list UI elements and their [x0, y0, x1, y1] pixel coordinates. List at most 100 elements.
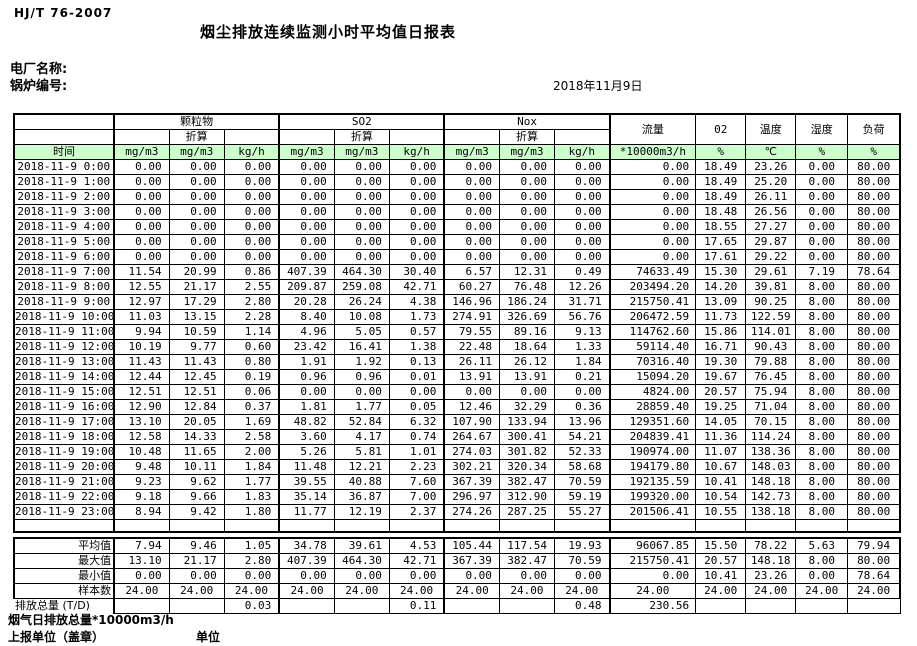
value-cell: 16.41	[333, 339, 390, 355]
value-cell: 0.49	[554, 264, 611, 280]
value-cell: 0.00	[498, 204, 556, 220]
value-cell: 19.30	[695, 354, 747, 370]
daily-total-cell	[168, 598, 225, 614]
value-cell: 10.41	[695, 474, 747, 490]
value-cell: 0.00	[223, 219, 280, 235]
value-cell: 20.99	[168, 264, 225, 280]
time-cell: 2018-11-9 23:00	[13, 504, 115, 520]
value-cell: 114.24	[745, 429, 797, 445]
value-cell: 274.91	[443, 309, 500, 325]
summary-value-cell: 34.78	[278, 537, 335, 554]
value-cell: 19.25	[695, 399, 747, 415]
value-cell: 12.45	[168, 369, 225, 385]
value-cell: 4.38	[388, 294, 445, 310]
data-row: 2018-11-9 5:00 0.00 0.00 0.00 0.00 0.00 0.00 0.…	[13, 234, 901, 250]
page-title: 烟尘排放连续监测小时平均值日报表	[200, 23, 457, 41]
data-row: 2018-11-9 0:00 0.00 0.00 0.00 0.00 0.00 0.00 0.…	[13, 159, 901, 175]
value-cell: 12.31	[498, 264, 556, 280]
value-cell: 12.46	[443, 399, 500, 415]
value-cell: 0.00	[498, 219, 556, 235]
value-cell: 0.00	[608, 204, 697, 220]
value-cell: 0.00	[168, 189, 225, 205]
value-cell: 12.84	[168, 399, 225, 415]
value-cell: 0.00	[498, 234, 556, 250]
value-cell: 21.17	[168, 279, 225, 295]
header-group-pm: 颗粒物	[113, 113, 280, 130]
value-cell: 17.65	[695, 234, 747, 250]
value-cell: 74633.49	[608, 264, 697, 280]
daily-total-cell	[847, 598, 901, 614]
value-cell: 90.43	[745, 339, 797, 355]
value-cell: 0.00	[498, 249, 556, 265]
value-cell: 13.91	[498, 369, 556, 385]
time-cell: 2018-11-9 12:00	[13, 339, 115, 355]
summary-value-cell: 24.00	[745, 583, 797, 599]
header-group-flow: 流量	[608, 113, 697, 145]
value-cell: 26.12	[498, 354, 556, 370]
daily-total-cell: 0.03	[223, 598, 280, 614]
value-cell: 0.01	[388, 369, 445, 385]
value-cell: 11.03	[113, 309, 170, 325]
value-cell: 4.96	[278, 324, 335, 340]
value-cell: 42.71	[388, 279, 445, 295]
time-cell: 2018-11-9 22:00	[13, 489, 115, 505]
value-cell: 19.67	[695, 369, 747, 385]
value-cell: 0.36	[554, 399, 611, 415]
header-empty-cell	[13, 113, 115, 130]
value-cell: 0.05	[388, 399, 445, 415]
value-cell: 0.00	[795, 174, 849, 190]
value-cell: 80.00	[847, 444, 901, 460]
value-cell: 80.00	[847, 219, 901, 235]
value-cell: 0.00	[278, 159, 335, 175]
value-cell: 0.13	[388, 354, 445, 370]
value-cell: 31.71	[554, 294, 611, 310]
summary-value-cell: 382.47	[498, 553, 555, 569]
summary-value-cell: 24.00	[388, 583, 445, 599]
time-cell: 2018-11-9 14:00	[13, 369, 115, 385]
value-cell: 0.00	[168, 159, 225, 175]
value-cell: 52.33	[554, 444, 611, 460]
header-group-humidity: 湿度	[795, 113, 849, 145]
time-cell: 2018-11-9 16:00	[13, 399, 115, 415]
value-cell: 0.00	[608, 159, 697, 175]
value-cell: 80.00	[847, 429, 901, 445]
summary-value-cell: 15.50	[695, 537, 747, 554]
header-empty-cell	[554, 129, 611, 145]
value-cell: 0.00	[443, 384, 500, 400]
value-cell: 0.00	[113, 174, 170, 190]
data-row: 2018-11-9 3:00 0.00 0.00 0.00 0.00 0.00 0.00 0.…	[13, 204, 901, 220]
value-cell: 8.00	[795, 474, 849, 490]
value-cell: 60.27	[443, 279, 500, 295]
value-cell: 17.61	[695, 249, 747, 265]
header-group-nox: Nox	[443, 113, 611, 130]
time-cell: 2018-11-9 2:00	[13, 189, 115, 205]
header-time-label: 时间	[13, 144, 115, 160]
value-cell: 0.00	[168, 174, 225, 190]
value-cell: 1.01	[388, 444, 445, 460]
unit-cell: mg/m3	[498, 144, 556, 160]
summary-row: 样本数 24.00 24.00 24.00 24.00 24.00 24.00 24.00 24…	[12, 583, 902, 599]
value-cell: 8.00	[795, 414, 849, 430]
value-cell: 0.57	[388, 324, 445, 340]
data-row: 2018-11-9 23:00 8.94 9.42 1.80 11.77 12.19 2.3…	[13, 504, 901, 520]
value-cell: 40.88	[333, 474, 390, 490]
time-cell: 2018-11-9 15:00	[13, 384, 115, 400]
summary-value-cell: 21.17	[168, 553, 225, 569]
value-cell: 407.39	[278, 264, 335, 280]
value-cell: 326.69	[498, 309, 556, 325]
header-empty-cell	[388, 129, 445, 145]
summary-value-cell: 24.00	[223, 583, 280, 599]
value-cell: 129351.60	[608, 414, 697, 430]
value-cell: 0.00	[443, 234, 500, 250]
empty-cell	[223, 519, 280, 533]
value-cell: 0.00	[443, 219, 500, 235]
value-cell: 0.00	[795, 249, 849, 265]
header-empty-cell	[278, 129, 335, 145]
value-cell: 18.55	[695, 219, 747, 235]
value-cell: 1.81	[278, 399, 335, 415]
value-cell: 146.96	[443, 294, 500, 310]
value-cell: 1.91	[278, 354, 335, 370]
value-cell: 8.00	[795, 369, 849, 385]
summary-value-cell: 24.00	[168, 583, 225, 599]
